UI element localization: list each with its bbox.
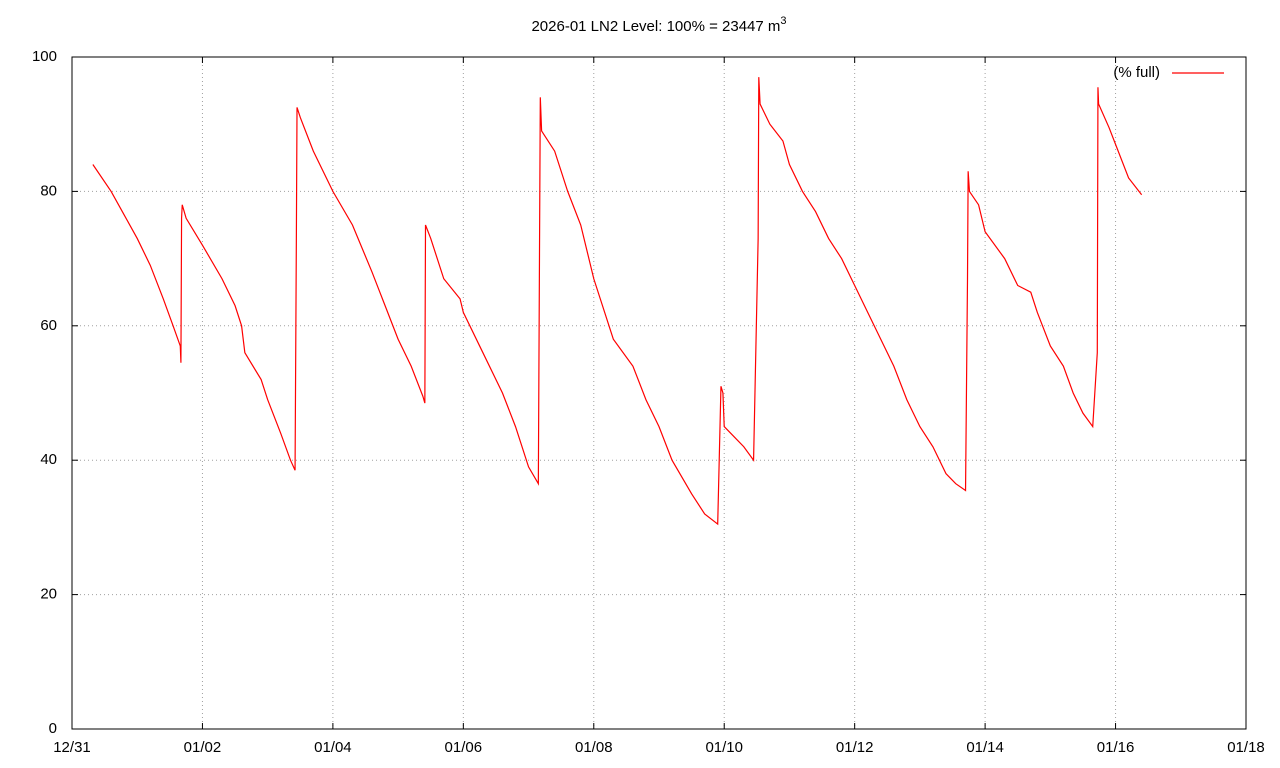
- x-tick-label: 01/06: [445, 739, 483, 756]
- y-tick-label: 60: [40, 317, 57, 334]
- x-tick-label: 01/18: [1227, 739, 1265, 756]
- x-tick-label: 01/12: [836, 739, 874, 756]
- x-tick-label: 01/14: [966, 739, 1004, 756]
- y-tick-label: 40: [40, 451, 57, 468]
- x-tick-label: 01/10: [705, 739, 743, 756]
- y-tick-label: 0: [49, 720, 57, 737]
- y-tick-label: 100: [32, 48, 57, 65]
- series-line: [92, 77, 1143, 526]
- title-superscript: 3: [780, 15, 786, 27]
- y-tick-label: 20: [40, 586, 57, 603]
- chart-title: 2026-01 LN2 Level: 100% = 23447 m3: [531, 15, 786, 35]
- title-text: 2026-01 LN2 Level: 100% = 23447 m: [531, 18, 780, 35]
- x-tick-label: 01/02: [184, 739, 222, 756]
- x-tick-label: 12/31: [53, 739, 91, 756]
- x-tick-label: 01/08: [575, 739, 613, 756]
- x-tick-label: 01/04: [314, 739, 352, 756]
- y-tick-label: 80: [40, 182, 57, 199]
- legend-label: (% full): [1113, 64, 1160, 81]
- x-tick-label: 01/16: [1097, 739, 1135, 756]
- plot-frame: [71, 56, 1247, 730]
